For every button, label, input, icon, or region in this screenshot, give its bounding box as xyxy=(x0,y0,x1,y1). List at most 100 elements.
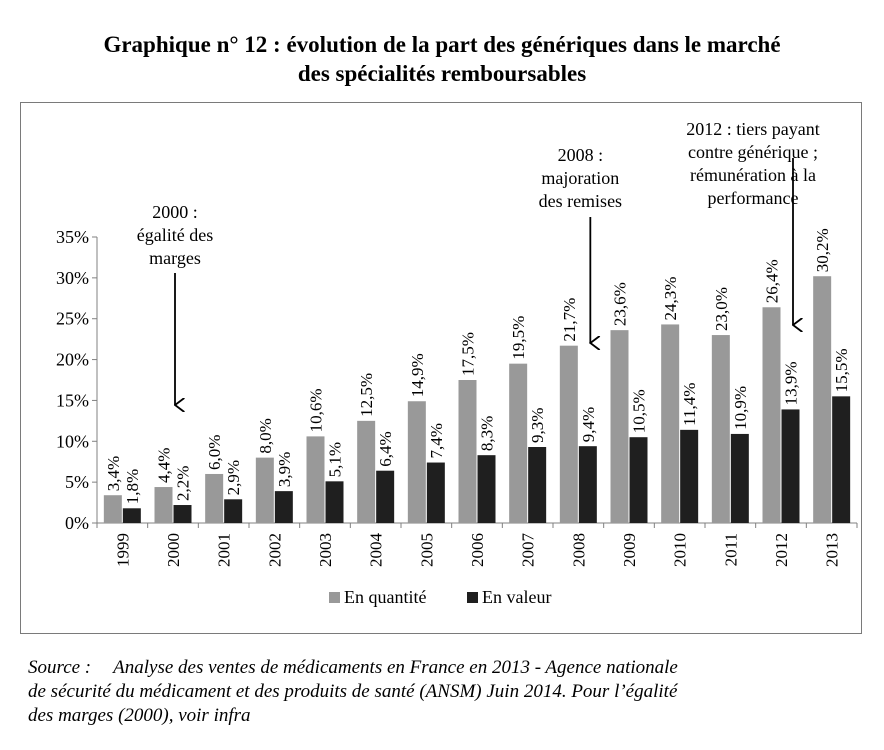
annotation-text-2012: rémunération à la xyxy=(690,165,816,185)
data-label-quantite: 12,5% xyxy=(357,373,376,417)
data-label-valeur: 7,4% xyxy=(427,423,446,458)
data-label-quantite: 10,6% xyxy=(307,388,326,432)
bar-chart: 0%5%10%15%20%25%30%35%3,4% 1,8%19994,4%2,… xyxy=(56,119,858,607)
x-tick-label: 2002 xyxy=(265,533,284,567)
data-label-valeur: 11,4% xyxy=(680,383,699,426)
data-label-quantite: 4,4% xyxy=(155,448,174,483)
x-tick-label: 2013 xyxy=(823,533,842,567)
data-label-valeur: 13,9% xyxy=(782,361,801,405)
data-label-valeur: 2,2% xyxy=(174,466,193,501)
data-label-quantite: 23,0% xyxy=(712,287,731,331)
annotation-text-2000: marges xyxy=(149,248,201,268)
chart-title: Graphique n° 12 : évolution de la part d… xyxy=(20,30,864,88)
data-label-quantite: 24,3% xyxy=(661,277,680,321)
data-label-valeur: 9,4% xyxy=(579,407,598,442)
bar-quantite xyxy=(813,276,832,523)
data-label-quantite: 3,4% xyxy=(104,456,123,491)
bar-quantite xyxy=(357,420,376,523)
bar-valeur xyxy=(122,508,141,523)
bar-valeur xyxy=(578,446,597,523)
x-tick-label: 2006 xyxy=(468,533,487,567)
source-note: Source : Analyse des ventes de médicament… xyxy=(28,656,864,728)
x-tick-label: 2007 xyxy=(519,533,538,568)
bar-valeur xyxy=(376,470,395,523)
x-tick-label: 2004 xyxy=(367,533,386,568)
data-label-quantite: 6,0% xyxy=(205,435,224,470)
annotation-text-2012: performance xyxy=(708,188,799,208)
data-label-quantite: 23,6% xyxy=(611,282,630,326)
x-tick-label: 2000 xyxy=(164,533,183,567)
source-text-line-2: de sécurité du médicament et des produit… xyxy=(28,681,678,702)
annotation-text-2012: contre générique ; xyxy=(688,142,818,162)
data-label-quantite: 17,5% xyxy=(459,332,478,376)
bar-quantite xyxy=(255,457,274,523)
bar-valeur xyxy=(680,429,699,523)
bar-valeur xyxy=(528,447,547,523)
data-label-valeur: 1,8% xyxy=(123,469,142,504)
bar-valeur xyxy=(274,491,293,523)
x-tick-label: 1999 xyxy=(113,533,132,567)
y-tick-label: 30% xyxy=(56,268,89,288)
data-label-valeur: 9,3% xyxy=(528,408,547,443)
y-tick-label: 15% xyxy=(56,390,89,410)
bar-valeur xyxy=(781,409,800,523)
legend-swatch xyxy=(329,592,340,603)
bar-quantite xyxy=(509,363,528,523)
y-tick-label: 35% xyxy=(56,227,89,247)
data-label-quantite: 19,5% xyxy=(509,316,528,360)
bar-valeur xyxy=(224,499,243,523)
y-tick-label: 20% xyxy=(56,350,89,370)
bar-quantite xyxy=(154,487,173,523)
data-label-valeur: 10,9% xyxy=(731,386,750,430)
y-tick-label: 0% xyxy=(65,513,89,533)
bar-quantite xyxy=(711,335,730,523)
annotation-text-2000: 2000 : xyxy=(152,202,198,222)
bar-quantite xyxy=(306,436,325,523)
data-label-valeur: 15,5% xyxy=(832,348,851,392)
bar-valeur xyxy=(325,481,344,523)
bar-valeur xyxy=(629,437,648,523)
chart-frame: 0% 5% 10% 15% 20% 25% 30% 35% 3,4% 1,8% 1999 4,4% 2,… xyxy=(20,102,862,634)
data-label-quantite: 14,9% xyxy=(408,353,427,397)
y-tick-label: 10% xyxy=(56,431,89,451)
bar-quantite xyxy=(762,307,781,523)
data-label-valeur: 2,9% xyxy=(224,460,243,495)
bar-valeur xyxy=(832,396,851,523)
chart-title-line-1: Graphique n° 12 : évolution de la part d… xyxy=(103,32,781,57)
annotation-text-2008: des remises xyxy=(539,191,622,211)
x-tick-label: 2009 xyxy=(620,533,639,567)
source-text-line-1: Analyse des ventes de médicaments en Fra… xyxy=(113,657,678,678)
annotation-text-2012: 2012 : tiers payant xyxy=(686,119,819,139)
bar-quantite xyxy=(661,324,680,523)
annotation-text-2008: majoration xyxy=(541,168,619,188)
data-label-quantite: 26,4% xyxy=(763,259,782,303)
chart-title-line-2: des spécialités remboursables xyxy=(297,61,587,86)
bar-quantite xyxy=(103,495,122,523)
data-label-valeur: 6,4% xyxy=(376,431,395,466)
bar-quantite xyxy=(559,345,578,523)
x-tick-label: 2001 xyxy=(215,533,234,567)
data-label-valeur: 8,3% xyxy=(478,416,497,451)
annotation-text-2008: 2008 : xyxy=(558,145,604,165)
bar-quantite xyxy=(458,380,477,523)
bar-quantite xyxy=(407,401,426,523)
legend-label: En quantité xyxy=(344,587,426,607)
x-tick-label: 2012 xyxy=(772,533,791,567)
x-tick-label: 2011 xyxy=(721,533,740,566)
y-tick-label: 5% xyxy=(65,472,89,492)
x-tick-label: 2003 xyxy=(316,533,335,567)
data-label-quantite: 21,7% xyxy=(560,298,579,342)
legend-label: En valeur xyxy=(482,587,551,607)
source-text-line-3: des marges (2000), voir infra xyxy=(28,705,251,726)
annotation-text-2000: égalité des xyxy=(137,225,213,245)
y-tick-label: 25% xyxy=(56,309,89,329)
data-label-quantite: 8,0% xyxy=(256,418,275,453)
bar-valeur xyxy=(477,455,496,523)
data-label-quantite: 30,2% xyxy=(813,228,832,272)
source-label: Source : xyxy=(28,657,92,678)
x-tick-label: 2005 xyxy=(417,533,436,567)
x-tick-label: 2010 xyxy=(671,533,690,567)
bar-valeur xyxy=(730,433,749,523)
data-label-valeur: 10,5% xyxy=(630,389,649,433)
x-tick-label: 2008 xyxy=(569,533,588,567)
